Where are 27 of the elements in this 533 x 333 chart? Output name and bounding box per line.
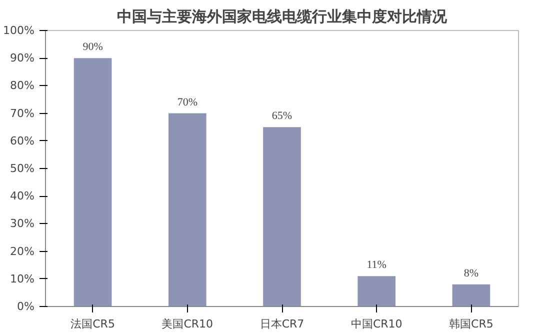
bar bbox=[358, 276, 396, 306]
data-label: 11% bbox=[366, 259, 386, 272]
x-tick-label: 日本CR7 bbox=[260, 318, 304, 330]
bar bbox=[263, 127, 301, 306]
y-tick-label: 60% bbox=[10, 134, 35, 148]
x-tick-label: 中国CR10 bbox=[350, 318, 402, 330]
y-tick-label: 70% bbox=[10, 106, 35, 120]
y-tick-label: 0% bbox=[17, 300, 34, 313]
bar bbox=[452, 284, 490, 306]
x-tick-label: 美国CR10 bbox=[162, 318, 214, 330]
y-tick-label: 30% bbox=[10, 217, 35, 230]
y-tick-label: 10% bbox=[10, 272, 35, 286]
data-label: 65% bbox=[272, 110, 292, 122]
y-tick-label: 50% bbox=[10, 162, 35, 175]
y-tick-label: 80% bbox=[10, 79, 35, 92]
y-tick-label: 40% bbox=[10, 190, 35, 203]
y-tick-label: 100% bbox=[3, 24, 35, 37]
data-label: 70% bbox=[177, 96, 198, 108]
y-tick-label: 90% bbox=[10, 52, 35, 65]
data-label: 90% bbox=[82, 41, 103, 54]
x-tick-label: 法国CR5 bbox=[70, 318, 115, 330]
bar bbox=[74, 58, 112, 306]
bar bbox=[168, 113, 206, 306]
x-tick-label: 韩国CR5 bbox=[449, 318, 494, 330]
chart-title: 中国与主要海外国家电线电缆行业集中度对比情况 bbox=[117, 8, 448, 26]
data-label: 8% bbox=[464, 267, 479, 280]
y-tick-label: 20% bbox=[10, 244, 35, 258]
